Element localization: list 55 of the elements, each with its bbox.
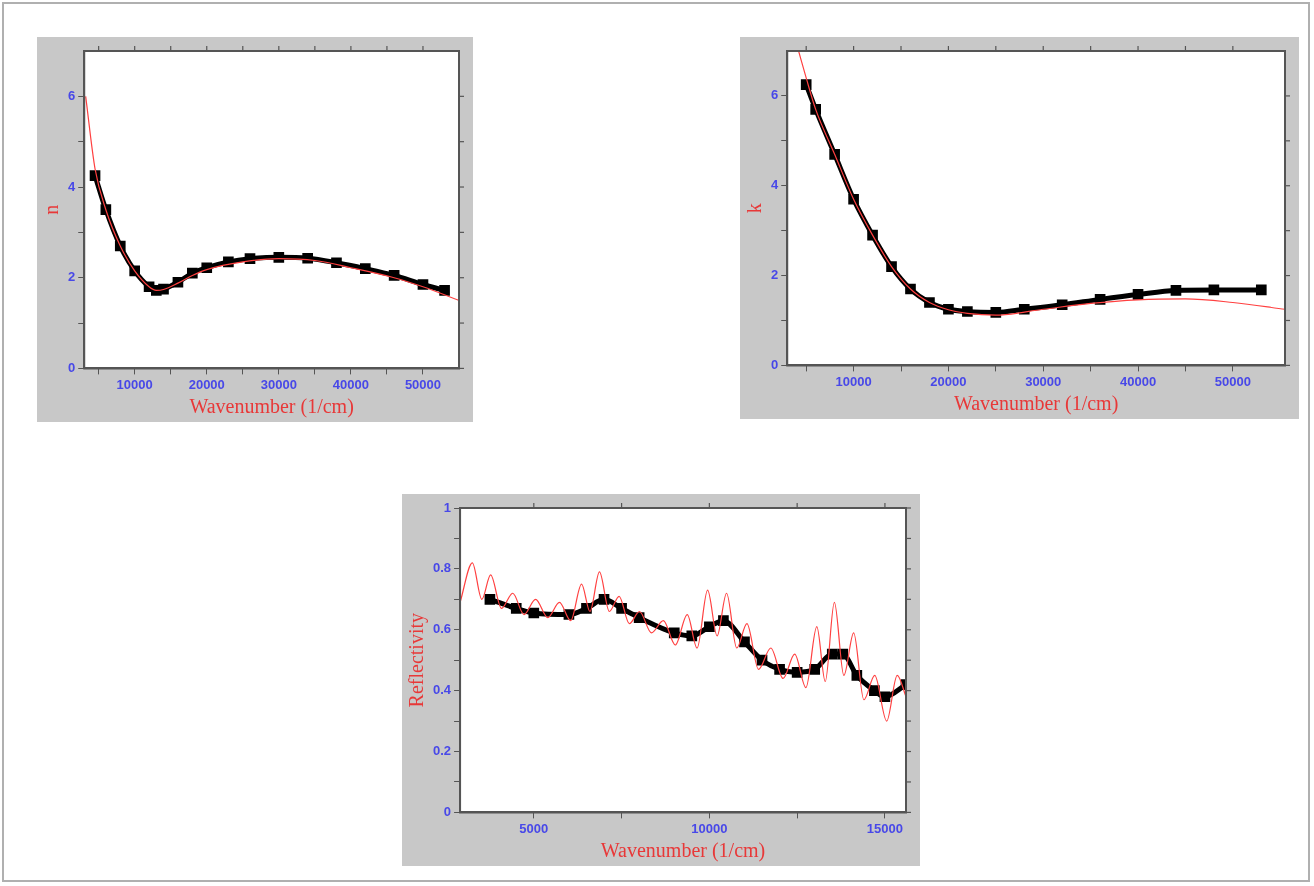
x-tick-label: 5000 <box>519 820 549 836</box>
point <box>1170 285 1182 296</box>
point <box>791 667 803 678</box>
x-tick-label: 50000 <box>404 376 442 392</box>
point <box>633 612 645 623</box>
x-axis-title: Wavenumber (1/cm) <box>189 395 354 419</box>
x-tick-label: 15000 <box>866 820 904 836</box>
point <box>1094 294 1106 305</box>
y-axis-title: Reflectivity <box>405 612 429 708</box>
y-tick-label: 0 <box>443 803 452 819</box>
point <box>704 621 715 633</box>
point <box>439 285 450 296</box>
point <box>1208 284 1220 296</box>
point <box>826 648 838 660</box>
point <box>809 664 821 675</box>
x-tick-label: 20000 <box>930 373 967 389</box>
x-tick-label: 10000 <box>116 376 153 392</box>
x-tick-label: 40000 <box>1119 373 1157 389</box>
y-axis-title: n <box>40 204 63 215</box>
y-axis-title: k <box>743 203 766 214</box>
point <box>1018 303 1030 315</box>
y-tick-label: 4 <box>68 178 76 194</box>
y-tick-label: 0 <box>68 359 76 375</box>
line-series <box>85 95 459 301</box>
x-tick-label: 30000 <box>260 376 297 392</box>
x-tick-label: 10000 <box>691 820 728 836</box>
y-tick-label: 0.4 <box>432 682 452 698</box>
point <box>869 685 880 696</box>
x-tick-label: 50000 <box>1214 373 1251 389</box>
y-tick-label: 6 <box>68 87 76 103</box>
point <box>668 627 680 639</box>
point <box>528 607 540 619</box>
x-axis-title: Wavenumber (1/cm) <box>953 392 1119 416</box>
x-tick-label: 10000 <box>835 373 872 389</box>
point <box>1255 284 1267 296</box>
point <box>739 636 750 648</box>
y-tick-label: 4 <box>771 177 779 193</box>
point <box>510 603 522 614</box>
point <box>718 615 729 626</box>
y-tick-label: 0.8 <box>432 560 452 576</box>
y-tick-label: 6 <box>771 87 779 103</box>
point <box>879 691 891 703</box>
x-tick-label: 20000 <box>188 376 225 392</box>
y-tick-label: 1 <box>443 499 452 515</box>
x-tick-label: 40000 <box>332 376 369 392</box>
point <box>1132 289 1144 300</box>
x-axis-title: Wavenumber (1/cm) <box>600 839 766 863</box>
line-series <box>460 562 906 722</box>
y-tick-label: 0.6 <box>432 621 452 637</box>
y-tick-label: 0 <box>771 356 779 372</box>
y-tick-label: 2 <box>771 267 779 283</box>
y-tick-label: 0.2 <box>432 743 452 759</box>
x-tick-label: 30000 <box>1025 373 1062 389</box>
point <box>484 593 496 605</box>
y-tick-label: 2 <box>68 269 76 285</box>
